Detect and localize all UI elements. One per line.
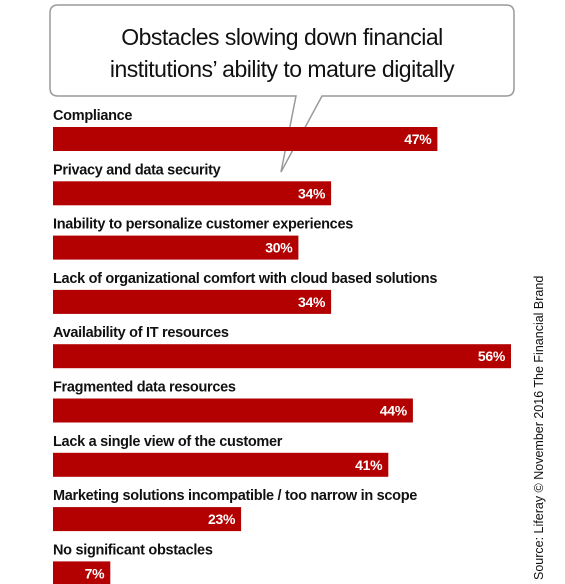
category-label: Privacy and data security xyxy=(53,162,221,178)
bar xyxy=(53,398,413,423)
bar-row: Privacy and data security 34% xyxy=(53,162,332,206)
chart-title-line-2: institutions’ ability to mature digitall… xyxy=(110,56,455,82)
bar xyxy=(53,289,332,314)
value-label: 30% xyxy=(265,240,293,256)
bar-row: Lack of organizational comfort with clou… xyxy=(53,271,438,314)
category-label: Lack of organizational comfort with clou… xyxy=(53,271,437,287)
category-label: No significant obstacles xyxy=(53,542,213,558)
value-label: 23% xyxy=(208,511,236,527)
bar xyxy=(53,235,299,260)
category-label: Availability of IT resources xyxy=(53,325,229,341)
value-label: 7% xyxy=(85,565,105,581)
value-label: 34% xyxy=(298,294,326,310)
bar xyxy=(53,507,242,532)
bar-row: Fragmented data resources 44% xyxy=(53,380,413,423)
category-label: Lack a single view of the customer xyxy=(53,434,283,450)
bar-row: Compliance 47% xyxy=(53,108,438,151)
category-label: Marketing solutions incompatible / too n… xyxy=(53,488,417,504)
bar-row: Marketing solutions incompatible / too n… xyxy=(53,488,418,532)
chart-title-line-1: Obstacles slowing down financial xyxy=(121,24,443,50)
title-bubble: Obstacles slowing down financial institu… xyxy=(49,4,515,173)
bar-row: Inability to personalize customer experi… xyxy=(53,217,354,260)
bar-row: Lack a single view of the customer 41% xyxy=(53,434,389,477)
category-label: Compliance xyxy=(53,108,132,124)
value-label: 44% xyxy=(380,403,408,419)
value-label: 34% xyxy=(298,185,326,201)
bar xyxy=(53,344,511,369)
category-label: Fragmented data resources xyxy=(53,380,236,396)
bars-group: Compliance 47% Privacy and data security 34… xyxy=(53,108,511,584)
value-label: 41% xyxy=(355,457,383,473)
source-note: Source: Liferay © November 2016 The Fina… xyxy=(532,276,546,580)
bar-row: No significant obstacles 7% xyxy=(53,542,213,584)
value-label: 56% xyxy=(478,348,506,364)
category-label: Inability to personalize customer experi… xyxy=(53,217,353,233)
bar-row: Availability of IT resources 56% xyxy=(53,325,511,369)
bar xyxy=(53,561,111,584)
bar xyxy=(53,452,389,477)
bar xyxy=(53,127,438,151)
bar xyxy=(53,181,332,206)
value-label: 47% xyxy=(404,131,432,147)
